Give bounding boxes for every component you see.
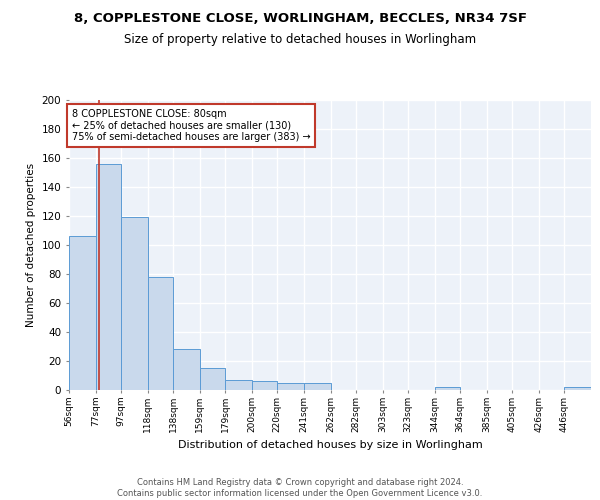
Bar bbox=[200, 368, 225, 390]
Bar bbox=[565, 387, 591, 390]
Text: Contains HM Land Registry data © Crown copyright and database right 2024.
Contai: Contains HM Land Registry data © Crown c… bbox=[118, 478, 482, 498]
Text: 8, COPPLESTONE CLOSE, WORLINGHAM, BECCLES, NR34 7SF: 8, COPPLESTONE CLOSE, WORLINGHAM, BECCLE… bbox=[74, 12, 527, 26]
Bar bbox=[95, 164, 121, 390]
Bar bbox=[121, 218, 148, 390]
Bar bbox=[148, 277, 173, 390]
Bar bbox=[69, 236, 95, 390]
Bar bbox=[173, 350, 200, 390]
Y-axis label: Number of detached properties: Number of detached properties bbox=[26, 163, 36, 327]
Bar bbox=[277, 383, 304, 390]
X-axis label: Distribution of detached houses by size in Worlingham: Distribution of detached houses by size … bbox=[178, 440, 482, 450]
Text: Size of property relative to detached houses in Worlingham: Size of property relative to detached ho… bbox=[124, 32, 476, 46]
Text: 8 COPPLESTONE CLOSE: 80sqm
← 25% of detached houses are smaller (130)
75% of sem: 8 COPPLESTONE CLOSE: 80sqm ← 25% of deta… bbox=[71, 108, 310, 142]
Bar bbox=[225, 380, 252, 390]
Bar bbox=[252, 382, 277, 390]
Bar bbox=[304, 383, 331, 390]
Bar bbox=[435, 387, 460, 390]
